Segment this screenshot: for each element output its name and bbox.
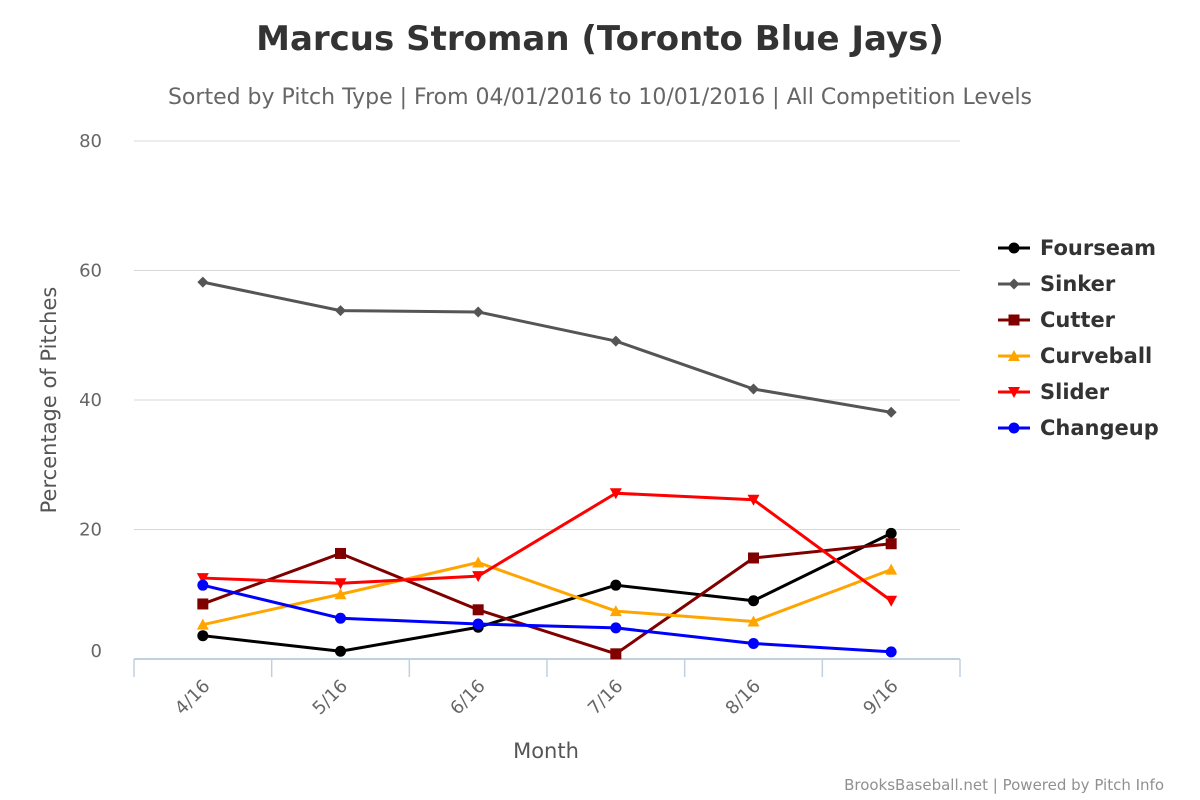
y-axis-ticks: 0 20 40 60 80 bbox=[79, 131, 102, 662]
series-changeup bbox=[197, 579, 897, 658]
chart-title: Marcus Stroman (Toronto Blue Jays) bbox=[256, 19, 944, 59]
data-point-sinker[interactable] bbox=[197, 276, 209, 288]
data-point-fourseam[interactable] bbox=[748, 595, 759, 607]
y-tick-label: 80 bbox=[79, 131, 102, 152]
data-point-sinker[interactable] bbox=[610, 335, 622, 347]
legend-item-cutter[interactable]: Cutter bbox=[998, 308, 1116, 332]
data-point-cutter[interactable] bbox=[748, 552, 759, 564]
data-point-slider[interactable] bbox=[609, 488, 622, 500]
y-tick-label: 20 bbox=[79, 520, 102, 541]
series-slider bbox=[196, 488, 898, 607]
x-axis-title: Month bbox=[513, 739, 579, 763]
x-tick-label: 8/16 bbox=[722, 676, 765, 719]
data-point-cutter[interactable] bbox=[197, 598, 209, 610]
y-tick-label: 40 bbox=[79, 390, 102, 411]
data-point-fourseam[interactable] bbox=[885, 527, 897, 539]
legend-marker[interactable] bbox=[1008, 350, 1020, 361]
series-group bbox=[196, 276, 898, 660]
series-fourseam bbox=[197, 527, 897, 657]
data-point-slider[interactable] bbox=[472, 571, 485, 583]
data-point-fourseam[interactable] bbox=[610, 579, 622, 591]
data-point-sinker[interactable] bbox=[335, 305, 346, 317]
data-point-changeup[interactable] bbox=[885, 646, 897, 658]
series-line-curveball bbox=[202, 561, 892, 627]
data-point-changeup[interactable] bbox=[610, 622, 622, 634]
chart-subtitle: Sorted by Pitch Type | From 04/01/2016 t… bbox=[168, 85, 1032, 110]
legend-marker[interactable] bbox=[1008, 314, 1020, 326]
data-point-fourseam[interactable] bbox=[197, 630, 209, 642]
legend-marker[interactable] bbox=[1008, 242, 1020, 254]
data-point-sinker[interactable] bbox=[748, 383, 759, 395]
data-point-slider[interactable] bbox=[196, 573, 209, 585]
data-point-curveball[interactable] bbox=[196, 618, 209, 630]
legend-label: Curveball bbox=[1040, 344, 1152, 368]
data-point-curveball[interactable] bbox=[747, 615, 760, 627]
y-tick-label: 60 bbox=[79, 261, 102, 282]
data-point-cutter[interactable] bbox=[335, 547, 346, 559]
data-point-curveball[interactable] bbox=[609, 605, 622, 617]
x-tick-label: 4/16 bbox=[171, 676, 214, 719]
data-point-slider[interactable] bbox=[334, 578, 347, 590]
legend-label: Sinker bbox=[1040, 272, 1116, 296]
data-point-cutter[interactable] bbox=[472, 604, 484, 616]
x-axis: 4/16 5/16 6/16 7/16 8/16 9/16 bbox=[133, 658, 961, 719]
series-curveball bbox=[196, 556, 898, 630]
legend-label: Slider bbox=[1040, 380, 1110, 404]
series-line-sinker bbox=[202, 280, 892, 414]
data-point-sinker[interactable] bbox=[472, 306, 484, 318]
legend-item-curveball[interactable]: Curveball bbox=[998, 344, 1152, 368]
series-line-slider bbox=[202, 491, 893, 602]
x-tick-label: 5/16 bbox=[309, 676, 352, 719]
legend: Fourseam Sinker Cutter Curveball Slider Chang… bbox=[998, 236, 1159, 440]
grid bbox=[134, 140, 960, 530]
legend-marker[interactable] bbox=[1008, 422, 1020, 434]
data-point-sinker[interactable] bbox=[885, 406, 897, 418]
legend-item-slider[interactable]: Slider bbox=[998, 380, 1110, 404]
y-axis-title: Percentage of Pitches bbox=[37, 287, 61, 514]
legend-item-changeup[interactable]: Changeup bbox=[998, 416, 1159, 440]
data-point-slider[interactable] bbox=[747, 494, 760, 506]
legend-marker[interactable] bbox=[1008, 387, 1020, 398]
legend-label: Cutter bbox=[1040, 308, 1116, 332]
x-tick-label: 9/16 bbox=[859, 676, 902, 719]
data-point-curveball[interactable] bbox=[885, 563, 898, 575]
data-point-curveball[interactable] bbox=[334, 588, 347, 600]
legend-label: Changeup bbox=[1040, 416, 1159, 440]
series-line-cutter bbox=[202, 542, 892, 656]
series-cutter bbox=[197, 538, 897, 660]
data-point-cutter[interactable] bbox=[610, 648, 622, 660]
series-line-changeup bbox=[202, 583, 892, 654]
data-point-slider[interactable] bbox=[885, 595, 898, 607]
data-point-changeup[interactable] bbox=[472, 618, 484, 630]
data-point-changeup[interactable] bbox=[748, 637, 759, 649]
legend-marker[interactable] bbox=[1008, 278, 1020, 290]
legend-item-sinker[interactable]: Sinker bbox=[998, 272, 1116, 296]
data-point-curveball[interactable] bbox=[472, 556, 485, 568]
data-point-changeup[interactable] bbox=[335, 612, 346, 624]
legend-item-fourseam[interactable]: Fourseam bbox=[998, 236, 1156, 260]
data-point-fourseam[interactable] bbox=[335, 645, 346, 657]
legend-label: Fourseam bbox=[1040, 236, 1156, 260]
x-tick-label: 6/16 bbox=[446, 676, 489, 719]
data-point-changeup[interactable] bbox=[197, 579, 209, 591]
credits[interactable]: BrooksBaseball.net | Powered by Pitch In… bbox=[844, 776, 1164, 794]
x-tick-label: 7/16 bbox=[584, 676, 627, 719]
data-point-cutter[interactable] bbox=[885, 538, 897, 550]
series-sinker bbox=[197, 276, 897, 418]
y-tick-label: 0 bbox=[91, 641, 102, 662]
series-line-fourseam bbox=[202, 532, 892, 653]
